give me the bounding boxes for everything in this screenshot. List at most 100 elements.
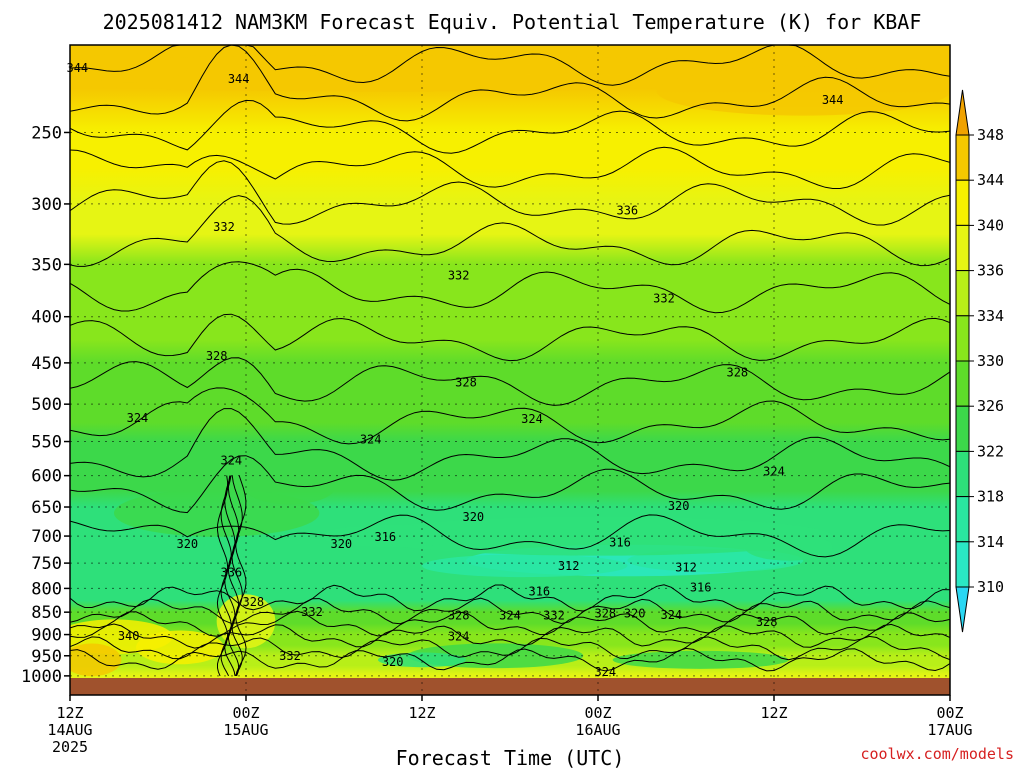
y-tick-label: 400 (31, 308, 62, 328)
contour-line (70, 584, 950, 612)
contour-label: 328 (455, 375, 477, 389)
contour-label: 316 (690, 580, 712, 594)
colorbar-bin (955, 405, 970, 452)
contour-label: 312 (675, 560, 697, 574)
contour-line (70, 635, 950, 661)
x-tick-label: 17AUG (927, 721, 972, 739)
field-anomaly (70, 53, 188, 83)
y-tick-label: 250 (31, 123, 62, 143)
contour-line (70, 408, 950, 481)
colorbar-label: 322 (977, 442, 1004, 460)
contour-label: 324 (360, 432, 382, 446)
contour-line (70, 146, 950, 189)
contour-label: 340 (118, 629, 140, 643)
x-tick-label: 12Z (56, 704, 83, 722)
y-tick-label: 350 (31, 255, 62, 275)
contour-label: 332 (448, 268, 470, 282)
contour-line (70, 610, 950, 637)
contour-line (70, 45, 950, 122)
field-anomaly (246, 472, 334, 505)
y-tick-label: 800 (31, 579, 62, 599)
contour-label: 328 (756, 615, 778, 629)
field-anomaly (136, 630, 224, 665)
y-axis: 250 300 350 400 450 500 550 600 650 700 750 800 850 9… (21, 123, 70, 687)
contour-label: 344 (66, 61, 88, 75)
contour-label: 324 (499, 608, 521, 622)
y-tick-label: 600 (31, 467, 62, 487)
contour-label: 332 (301, 605, 323, 619)
contour-label: 324 (127, 411, 149, 425)
y-tick-label: 450 (31, 354, 62, 374)
contour-line (70, 647, 950, 672)
colorbar-bin (955, 179, 970, 226)
colorbar-label: 314 (977, 533, 1004, 551)
contour-label: 328 (206, 349, 228, 363)
contour-label: 320 (668, 499, 690, 513)
contour-line (70, 313, 950, 362)
x-tick-label: 14AUG (47, 721, 92, 739)
contour-label: 332 (543, 608, 565, 622)
contour-line (70, 623, 950, 649)
contour-lines (70, 45, 950, 677)
y-tick-label: 950 (31, 647, 62, 667)
contour-label: 328 (594, 607, 616, 621)
contour-line (220, 475, 232, 677)
colorbar-label: 344 (977, 171, 1004, 189)
contour-labels: 344 344 344 332 332 336 332 328 328 328 324 324 324 3… (66, 61, 843, 679)
colorbar-extend-min (955, 586, 970, 633)
field-anomaly (70, 55, 833, 92)
contour-line (70, 195, 950, 267)
contour-label: 316 (374, 530, 396, 544)
contour-label: 328 (448, 608, 470, 622)
colorbar-label: 334 (977, 307, 1004, 325)
watermark: coolwx.com/models (860, 745, 1014, 763)
field-anomaly (656, 66, 950, 116)
contour-label: 320 (330, 537, 352, 551)
y-tick-label: 900 (31, 626, 62, 646)
contour-label: 332 (653, 292, 675, 306)
theta-e-field (70, 45, 950, 695)
colorbar-label: 330 (977, 352, 1004, 370)
contour-label: 328 (242, 595, 264, 609)
contour-label: 324 (521, 412, 543, 426)
colorbar-bin (955, 450, 970, 498)
x-axis-label: Forecast Time (UTC) (396, 746, 625, 768)
plot-area: 344 344 344 332 332 336 332 328 328 328 324 324 324 3… (66, 44, 951, 696)
contour-label: 344 (228, 72, 250, 86)
contour-line (70, 45, 950, 86)
contour-label: 332 (279, 649, 301, 663)
contour-label: 324 (763, 465, 785, 479)
contour-label: 320 (176, 537, 198, 551)
chart-title: 2025081412 NAM3KM Forecast Equiv. Potent… (103, 10, 922, 34)
x-tick-label: 2025 (52, 738, 88, 756)
colorbar-bin (955, 541, 970, 588)
x-tick-label: 12Z (760, 704, 787, 722)
plot-border (69, 44, 951, 696)
ground-surface (70, 678, 950, 695)
contour-label: 332 (213, 220, 235, 234)
x-tick-label: 12Z (408, 704, 435, 722)
contour-line (70, 514, 950, 558)
x-tick-label: 16AUG (575, 721, 620, 739)
y-tick-label: 850 (31, 603, 62, 623)
contour-label: 344 (822, 93, 844, 107)
y-tick-label: 300 (31, 195, 62, 215)
contour-label: 324 (660, 608, 682, 622)
colorbar-bin (955, 134, 970, 181)
colorbar-label: 326 (977, 397, 1004, 415)
contour-line (231, 475, 243, 677)
contour-line (70, 357, 950, 406)
colorbar-label: 336 (977, 262, 1004, 280)
colorbar-label: 310 (977, 578, 1004, 596)
contour-line (70, 597, 950, 625)
contour-line (70, 387, 950, 445)
colorbar-bin (955, 315, 970, 362)
y-tick-label: 750 (31, 554, 62, 574)
x-tick-label: 00Z (936, 704, 963, 722)
contour-label: 336 (220, 565, 242, 579)
contour-line (70, 261, 950, 314)
contour-label: 324 (220, 453, 242, 467)
colorbar-bin (955, 496, 970, 543)
y-tick-label: 1000 (21, 667, 62, 687)
